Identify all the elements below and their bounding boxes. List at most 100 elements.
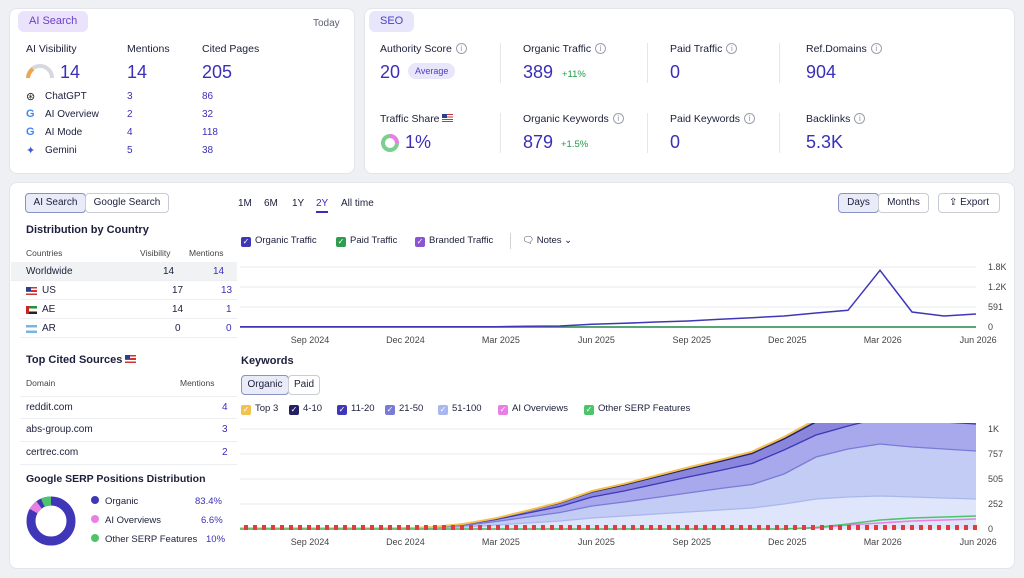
export-button[interactable]: ⇪ Export	[938, 193, 1000, 213]
legend-item-11-20[interactable]: ✓ 11-20	[337, 403, 375, 415]
country-name: US	[42, 285, 56, 296]
source-row[interactable]: abs-group.com 3	[20, 419, 237, 442]
x-tick-label: Mar 2026	[864, 335, 902, 345]
legend-paid-traffic[interactable]: ✓ Paid Traffic	[336, 235, 398, 247]
series-line-organic-traffic	[240, 269, 977, 328]
event-marker	[946, 525, 950, 530]
event-marker	[325, 525, 329, 530]
event-marker	[505, 525, 509, 530]
event-marker	[658, 525, 662, 530]
x-tick-label: Mar 2025	[482, 335, 520, 345]
event-marker	[604, 525, 608, 530]
authority-badge: Average	[408, 63, 456, 79]
country-name: Worldwide	[26, 266, 73, 277]
legend-organic-traffic[interactable]: ✓ Organic Traffic	[241, 235, 317, 247]
engine-mentions-gemini: 5	[127, 145, 133, 156]
country-visibility: 17	[172, 285, 184, 296]
range-2y[interactable]: 2Y	[316, 198, 329, 213]
mentions-value: 14	[127, 62, 148, 82]
main-card: AI Search Google Search Distribution by …	[9, 182, 1015, 569]
source-domain[interactable]: abs-group.com	[26, 424, 93, 435]
serp-legend-other: Other SERP Features	[91, 534, 197, 545]
legend-dot	[91, 496, 99, 504]
tab-organic[interactable]: Organic	[241, 375, 289, 395]
x-tick-label: Sep 2024	[291, 335, 330, 345]
dist-header-mentions: Mentions	[189, 248, 224, 258]
event-marker	[298, 525, 302, 530]
engine-cited-gemini: 38	[202, 145, 214, 156]
tab-ai-search[interactable]: AI Search	[25, 193, 86, 213]
event-marker	[883, 525, 887, 530]
checkbox-icon: ✓	[498, 405, 508, 415]
info-icon[interactable]: i	[854, 113, 866, 124]
event-marker	[820, 525, 824, 530]
y-tick-label: 757	[988, 449, 1003, 459]
source-row[interactable]: reddit.com 4	[20, 396, 237, 419]
info-icon[interactable]: i	[455, 43, 467, 54]
table-row[interactable]: AE 14 1	[20, 300, 237, 319]
event-marker	[523, 525, 527, 530]
info-icon[interactable]: i	[612, 113, 624, 124]
event-marker	[460, 525, 464, 530]
x-tick-label: Dec 2025	[768, 335, 807, 345]
table-row[interactable]: AR 0 0	[20, 319, 237, 338]
source-row[interactable]: certrec.com 2	[20, 442, 237, 465]
table-row[interactable]: Worldwide 14 14	[11, 262, 237, 281]
legend-branded-traffic[interactable]: ✓ Branded Traffic	[415, 235, 494, 247]
event-marker	[937, 525, 941, 530]
table-row[interactable]: US 17 13	[20, 281, 237, 300]
cited-pages-label: Cited Pages	[202, 43, 260, 55]
event-marker	[613, 525, 617, 530]
event-marker	[496, 525, 500, 530]
range-6m[interactable]: 6M	[264, 198, 278, 209]
source-domain[interactable]: reddit.com	[26, 402, 73, 413]
tab-google-search[interactable]: Google Search	[85, 193, 169, 213]
info-icon[interactable]: i	[595, 43, 607, 54]
legend-item-ai-overviews[interactable]: ✓ AI Overviews	[498, 403, 568, 415]
country-mentions: 14	[213, 266, 225, 277]
us-flag-icon	[125, 355, 137, 363]
tab-paid[interactable]: Paid	[288, 375, 320, 395]
keywords-title: Keywords	[241, 355, 294, 367]
legend-item-21-50[interactable]: ✓ 21-50	[385, 403, 424, 415]
engine-cited-ai-mode: 118	[202, 127, 218, 138]
info-icon[interactable]: i	[726, 43, 738, 54]
backlinks-label: Backlinks i	[806, 113, 866, 125]
event-marker	[451, 525, 455, 530]
source-domain[interactable]: certrec.com	[26, 447, 79, 458]
event-marker	[379, 525, 383, 530]
event-marker	[406, 525, 410, 530]
cited-pages-value: 205	[202, 62, 233, 82]
legend-item-top-3[interactable]: ✓ Top 3	[241, 403, 279, 415]
info-icon[interactable]: i	[744, 113, 756, 124]
info-icon[interactable]: i	[870, 43, 882, 54]
event-marker	[280, 525, 284, 530]
mentions-label: Mentions	[127, 43, 170, 55]
days-toggle[interactable]: Days	[838, 193, 879, 213]
event-marker	[901, 525, 905, 530]
country-mentions: 0	[226, 323, 232, 334]
notes-dropdown[interactable]: 🗨 Notes ⌄	[522, 235, 573, 246]
event-marker	[253, 525, 257, 530]
x-tick-label: Jun 2026	[960, 537, 997, 547]
legend-dot	[91, 515, 99, 523]
range-all-time[interactable]: All time	[341, 198, 374, 209]
range-1m[interactable]: 1M	[238, 198, 252, 209]
checkbox-icon: ✓	[584, 405, 594, 415]
range-1y[interactable]: 1Y	[292, 198, 305, 209]
ai-visibility-value: 14	[60, 62, 81, 82]
months-toggle[interactable]: Months	[878, 193, 929, 213]
y-tick-label: 1.8K	[988, 262, 1006, 272]
sources-header-domain: Domain	[26, 378, 56, 388]
legend-item-4-10[interactable]: ✓ 4-10	[289, 403, 323, 415]
x-tick-label: Dec 2024	[386, 537, 425, 547]
checkbox-icon: ✓	[337, 405, 347, 415]
event-marker	[595, 525, 599, 530]
legend-item-other-serp-features[interactable]: ✓ Other SERP Features	[584, 403, 691, 415]
legend-item-51-100[interactable]: ✓ 51-100	[438, 403, 482, 415]
notes-icon: 🗨	[522, 235, 537, 246]
y-tick-label: 505	[988, 474, 1003, 484]
checkbox-icon: ✓	[415, 237, 425, 247]
event-marker	[703, 525, 707, 530]
y-tick-label: 0	[988, 322, 993, 332]
